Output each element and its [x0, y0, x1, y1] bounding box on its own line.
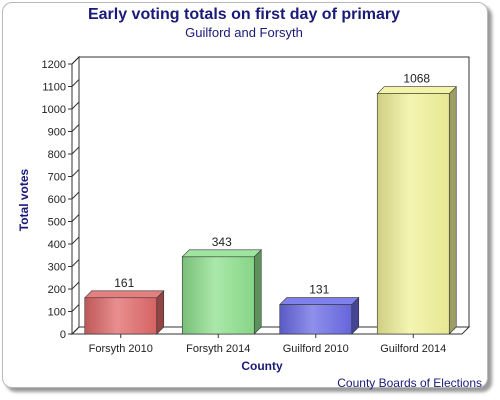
y-tick-depth [71, 259, 80, 267]
y-tick-depth [71, 79, 80, 87]
y-tick-depth [71, 304, 80, 312]
chart-subtitle: Guilford and Forsyth [185, 25, 303, 40]
data-label: 343 [212, 235, 232, 249]
y-tick-depth [71, 124, 80, 132]
y-tick-label: 400 [48, 239, 66, 251]
y-tick-depth [71, 326, 80, 335]
bar [181, 256, 255, 335]
bar [376, 93, 450, 335]
y-tick-depth [71, 281, 80, 290]
y-tick-label: 900 [48, 127, 66, 139]
y-tick-label: 800 [48, 149, 66, 161]
bar-top [181, 249, 262, 258]
y-tick-label: 1200 [42, 59, 66, 71]
y-tick-depth [71, 101, 80, 110]
x-tick-label: Guilford 2014 [380, 343, 446, 355]
y-tick-label: 1000 [42, 104, 66, 116]
bar-side [156, 290, 165, 335]
y-tick-label: 500 [48, 217, 66, 229]
y-tick-label: 0 [60, 329, 66, 341]
y-tick-depth [71, 56, 80, 65]
bar [84, 297, 158, 335]
x-tick-label: Forsyth 2014 [186, 343, 250, 355]
y-tick-label: 700 [48, 172, 66, 184]
data-label: 161 [114, 276, 134, 290]
y-tick-depth [71, 214, 80, 222]
bar [279, 304, 353, 335]
bar-top [376, 86, 457, 94]
data-label: 1068 [403, 72, 430, 86]
bar-top [279, 297, 360, 305]
y-tick-label: 600 [48, 194, 66, 206]
y-tick-depth [71, 191, 80, 200]
y-tick-label: 300 [48, 262, 66, 274]
y-tick-depth [71, 146, 80, 155]
y-tick-label: 100 [48, 307, 66, 319]
chart-title: Early voting totals on first day of prim… [87, 6, 401, 23]
y-tick-depth [71, 236, 80, 245]
bar-side [253, 249, 262, 335]
y-tick-label: 200 [48, 284, 66, 296]
y-tick-depth [71, 169, 80, 177]
x-tick-label: Forsyth 2010 [89, 343, 153, 355]
x-axis-title: County [241, 359, 283, 373]
data-label: 131 [309, 283, 329, 297]
bar-top [84, 290, 165, 299]
bar-side [448, 85, 457, 335]
y-tick-label: 1100 [42, 82, 66, 94]
x-tick-label: Guilford 2010 [283, 343, 349, 355]
source-credit: County Boards of Elections [337, 376, 482, 390]
